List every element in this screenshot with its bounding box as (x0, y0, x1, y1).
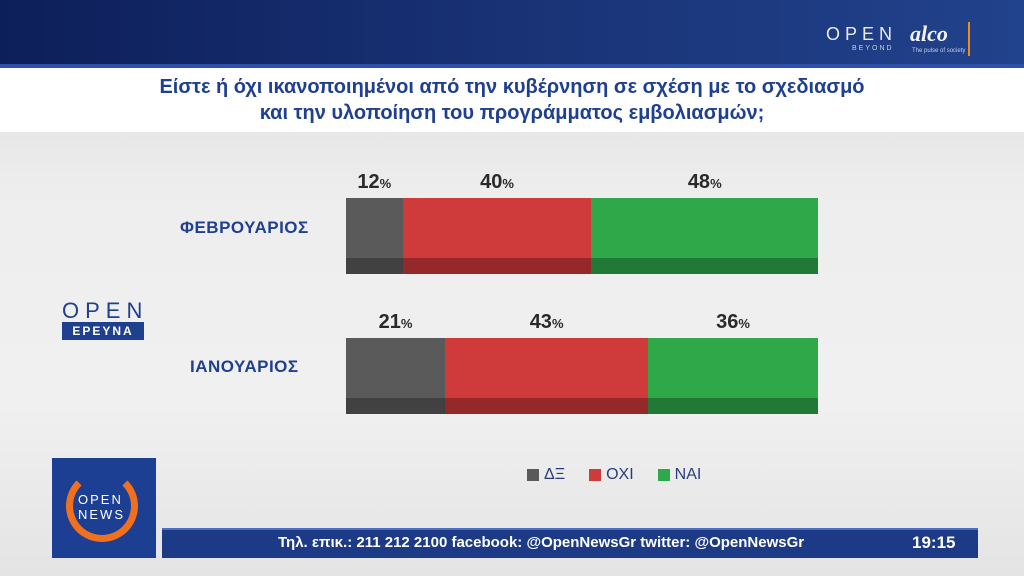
data-label: 43% (530, 311, 564, 334)
bar-segment (591, 198, 818, 274)
bar-segment (346, 338, 446, 414)
chart-legend: ΔΞ ΟΧΙ ΝΑΙ (527, 466, 725, 484)
data-label: 12% (357, 171, 391, 194)
open-beyond-logo: OPEN (826, 24, 898, 44)
bar-segment (402, 198, 592, 274)
legend-label: ΝΑΙ (674, 466, 702, 483)
legend-swatch (589, 469, 602, 481)
data-label-unit: % (710, 176, 722, 191)
data-label-unit: % (379, 176, 392, 191)
data-label-unit: % (400, 316, 413, 331)
data-label: 36% (716, 311, 750, 334)
legend-item: ΝΑΙ (657, 466, 702, 484)
chart-title: Είστε ή όχι ικανοποιημένοι από την κυβέρ… (0, 74, 1024, 126)
title-panel (0, 68, 1024, 132)
ereuna-label: ΕΡΕΥΝΑ (62, 322, 144, 340)
bar-segment-shade (445, 398, 649, 414)
data-label-value: 12 (357, 171, 380, 193)
clock: 19:15 (912, 533, 956, 552)
chart-title-line2: και την υλοποίηση του προγράμματος εμβολ… (259, 102, 765, 124)
category-label: ΦΕΒΡΟΥΑΡΙΟΣ (180, 218, 309, 237)
open-beyond-sub: BEYOND (852, 45, 894, 52)
top-bar (0, 0, 1024, 64)
open-news-logo-text2: NEWS (78, 507, 125, 522)
data-label: 21% (379, 311, 413, 334)
open-news-logo-text1: OPEN (78, 492, 123, 507)
bar-segment-shade (402, 258, 592, 274)
legend-label: ΔΞ (544, 466, 566, 483)
alco-tagline: The pulse of society (912, 48, 966, 54)
legend-item: ΟΧΙ (589, 466, 634, 484)
alco-accent-bar (968, 22, 970, 56)
data-label-unit: % (738, 316, 750, 331)
bar-segment (445, 338, 649, 414)
data-label-value: 48 (687, 171, 711, 193)
data-label: 40% (480, 171, 514, 194)
category-label: ΙΑΝΟΥΑΡΙΟΣ (190, 357, 299, 376)
open-ereuna-logo: OPEN (62, 298, 149, 323)
data-label-value: 36 (716, 311, 739, 333)
open-news-ring-icon (66, 470, 138, 542)
data-label: 48% (688, 171, 722, 194)
bar-segment-shade (346, 258, 403, 274)
data-label-value: 43 (529, 311, 552, 333)
data-label-unit: % (551, 316, 564, 331)
chart-title-line1: Είστε ή όχι ικανοποιημένοι από την κυβέρ… (159, 76, 865, 98)
legend-label: ΟΧΙ (606, 466, 634, 483)
legend-swatch (657, 469, 670, 481)
news-ticker (162, 528, 978, 558)
data-label-value: 21 (378, 311, 401, 333)
bar-segment (648, 338, 818, 414)
bar-segment-shade (346, 398, 446, 414)
legend-swatch (527, 469, 539, 481)
legend-item: ΔΞ (527, 466, 565, 484)
top-bar-divider (0, 64, 1024, 68)
bar-segment-shade (648, 398, 818, 414)
data-label-unit: % (502, 176, 514, 191)
bar-segment-shade (591, 258, 818, 274)
ticker-text: Τηλ. επικ.: 211 212 2100 facebook: @Open… (278, 534, 805, 551)
data-label-value: 40 (480, 171, 503, 193)
alco-logo: alco (910, 21, 948, 46)
bar-segment (346, 198, 403, 274)
